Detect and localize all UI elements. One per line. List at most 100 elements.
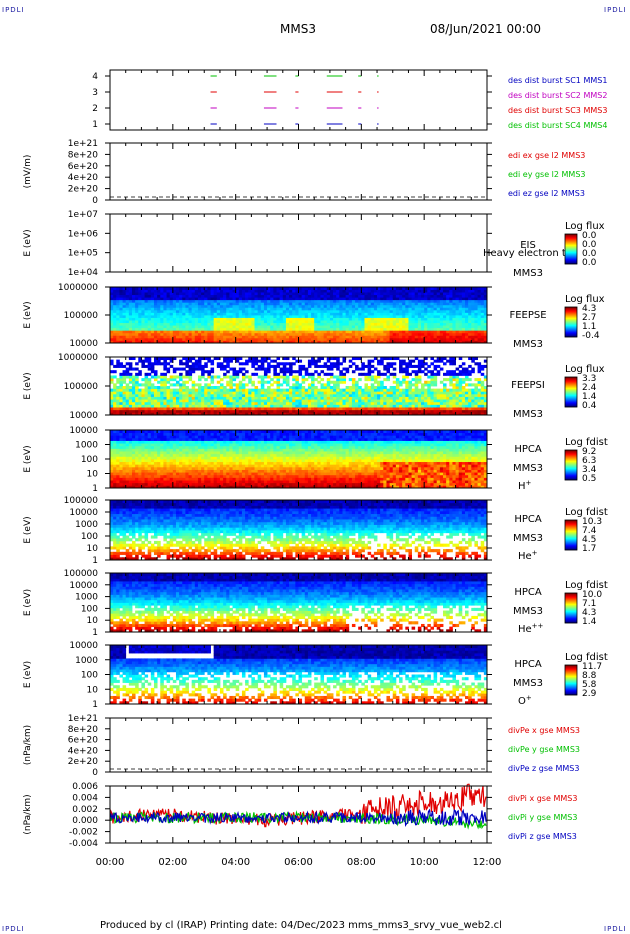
spectrogram-cell — [433, 297, 438, 301]
spectrogram-cell — [326, 409, 331, 413]
spectrogram-cell — [304, 401, 309, 405]
spectrogram-cell — [194, 309, 199, 313]
spectrogram-cell — [361, 401, 365, 405]
spectrogram-cell — [144, 325, 149, 329]
colorbar-cell — [565, 237, 577, 239]
spectrogram-cell — [276, 399, 281, 403]
spectrogram-cell — [210, 367, 215, 371]
spectrogram-cell — [380, 292, 384, 296]
spectrogram-cell — [348, 312, 353, 316]
spectrogram-cell — [304, 327, 309, 331]
spectrogram-cell — [179, 340, 183, 344]
spectrogram-cell — [477, 292, 482, 296]
spectrogram-cell — [163, 399, 167, 403]
spectrogram-cell — [373, 325, 378, 329]
spectrogram-cell — [201, 289, 205, 293]
spectrogram-cell — [160, 340, 164, 344]
spectrogram-cell — [427, 337, 431, 341]
spectrogram-cell — [210, 309, 215, 313]
spectrogram-cell — [282, 393, 287, 397]
spectrogram-cell — [399, 287, 403, 290]
spectrogram-cell — [329, 393, 334, 397]
spectrogram-cell — [452, 396, 456, 400]
spectrogram-cell — [163, 297, 167, 301]
spectrogram-cell — [364, 309, 369, 313]
spectrogram-cell — [326, 337, 331, 341]
spectrogram-cell — [317, 307, 321, 311]
spectrogram-cell — [411, 322, 416, 326]
spectrogram-cell — [301, 386, 306, 390]
spectrogram-cell — [282, 378, 287, 382]
spectrogram-cell — [144, 304, 149, 308]
spectrogram-cell — [254, 292, 259, 296]
spectrogram-cell — [301, 367, 306, 371]
spectrogram-cell — [414, 332, 419, 336]
spectrogram-cell — [477, 337, 482, 341]
spectrogram-cell — [116, 412, 120, 416]
spectrogram-cell — [163, 317, 167, 321]
spectrogram-cell — [311, 330, 315, 334]
spectrogram-cell — [122, 407, 127, 411]
spectrogram-cell — [301, 391, 306, 395]
spectrogram-cell — [150, 407, 155, 411]
spectrogram-cell — [314, 304, 318, 308]
spectrogram-cell — [110, 302, 114, 306]
spectrogram-cell — [273, 330, 277, 334]
spectrogram-cell — [389, 325, 394, 329]
spectrogram-cell — [229, 380, 233, 384]
spectrogram-cell — [125, 391, 130, 395]
spectrogram-cell — [411, 325, 416, 329]
spectrogram-cell — [251, 391, 255, 395]
spectrogram-cell — [216, 299, 221, 303]
spectrogram-cell — [254, 396, 259, 400]
spectrogram-cell — [254, 367, 259, 371]
spectrogram-cell — [223, 315, 227, 318]
spectrogram-cell — [395, 309, 400, 313]
spectrogram-cell — [461, 307, 466, 311]
spectrogram-cell — [317, 292, 321, 296]
spectrogram-cell — [238, 289, 243, 293]
spectrogram-cell — [144, 297, 149, 301]
spectrogram-cell — [355, 322, 359, 326]
spectrogram-cell — [311, 337, 315, 341]
spectrogram-cell — [370, 317, 375, 321]
spectrogram-cell — [471, 399, 475, 403]
spectrogram-cell — [395, 299, 400, 303]
spectrogram-cell — [430, 335, 434, 339]
spectrogram-cell — [254, 322, 259, 326]
spectrogram-cell — [169, 302, 174, 306]
spectrogram-cell — [138, 292, 142, 296]
spectrogram-cell — [131, 299, 136, 303]
spectrogram-cell — [163, 320, 167, 324]
spectrogram-cell — [119, 409, 123, 413]
spectrogram-cell — [251, 292, 255, 296]
spectrogram-cell — [458, 388, 463, 392]
spectrogram-cell — [317, 289, 321, 293]
spectrogram-cell — [301, 322, 306, 326]
spectrogram-cell — [307, 388, 312, 392]
spectrogram-cell — [197, 393, 202, 397]
spectrogram-cell — [301, 404, 306, 408]
spectrogram-cell — [182, 287, 186, 290]
spectrogram-cell — [201, 388, 205, 392]
spectrogram-cell — [226, 292, 230, 296]
spectrogram-cell — [257, 412, 262, 416]
spectrogram-cell — [248, 315, 252, 318]
spectrogram-cell — [150, 294, 155, 298]
spectrogram-cell — [110, 332, 114, 336]
spectrogram-cell — [175, 287, 180, 290]
spectrogram-cell — [411, 315, 416, 318]
spectrogram-cell — [386, 378, 391, 382]
spectrogram-cell — [383, 297, 387, 301]
spectrogram-cell — [461, 362, 466, 366]
spectrogram-cell — [179, 383, 183, 387]
spectrogram-cell — [361, 325, 365, 329]
spectrogram-cell — [216, 312, 221, 316]
spectrogram-cell — [427, 292, 431, 296]
spectrogram-cell — [207, 287, 211, 290]
spectrogram-cell — [125, 399, 130, 403]
spectrogram-cell — [153, 340, 158, 344]
spectrogram-cell — [402, 330, 406, 334]
spectrogram-cell — [113, 370, 117, 374]
spectrogram-cell — [235, 412, 240, 416]
